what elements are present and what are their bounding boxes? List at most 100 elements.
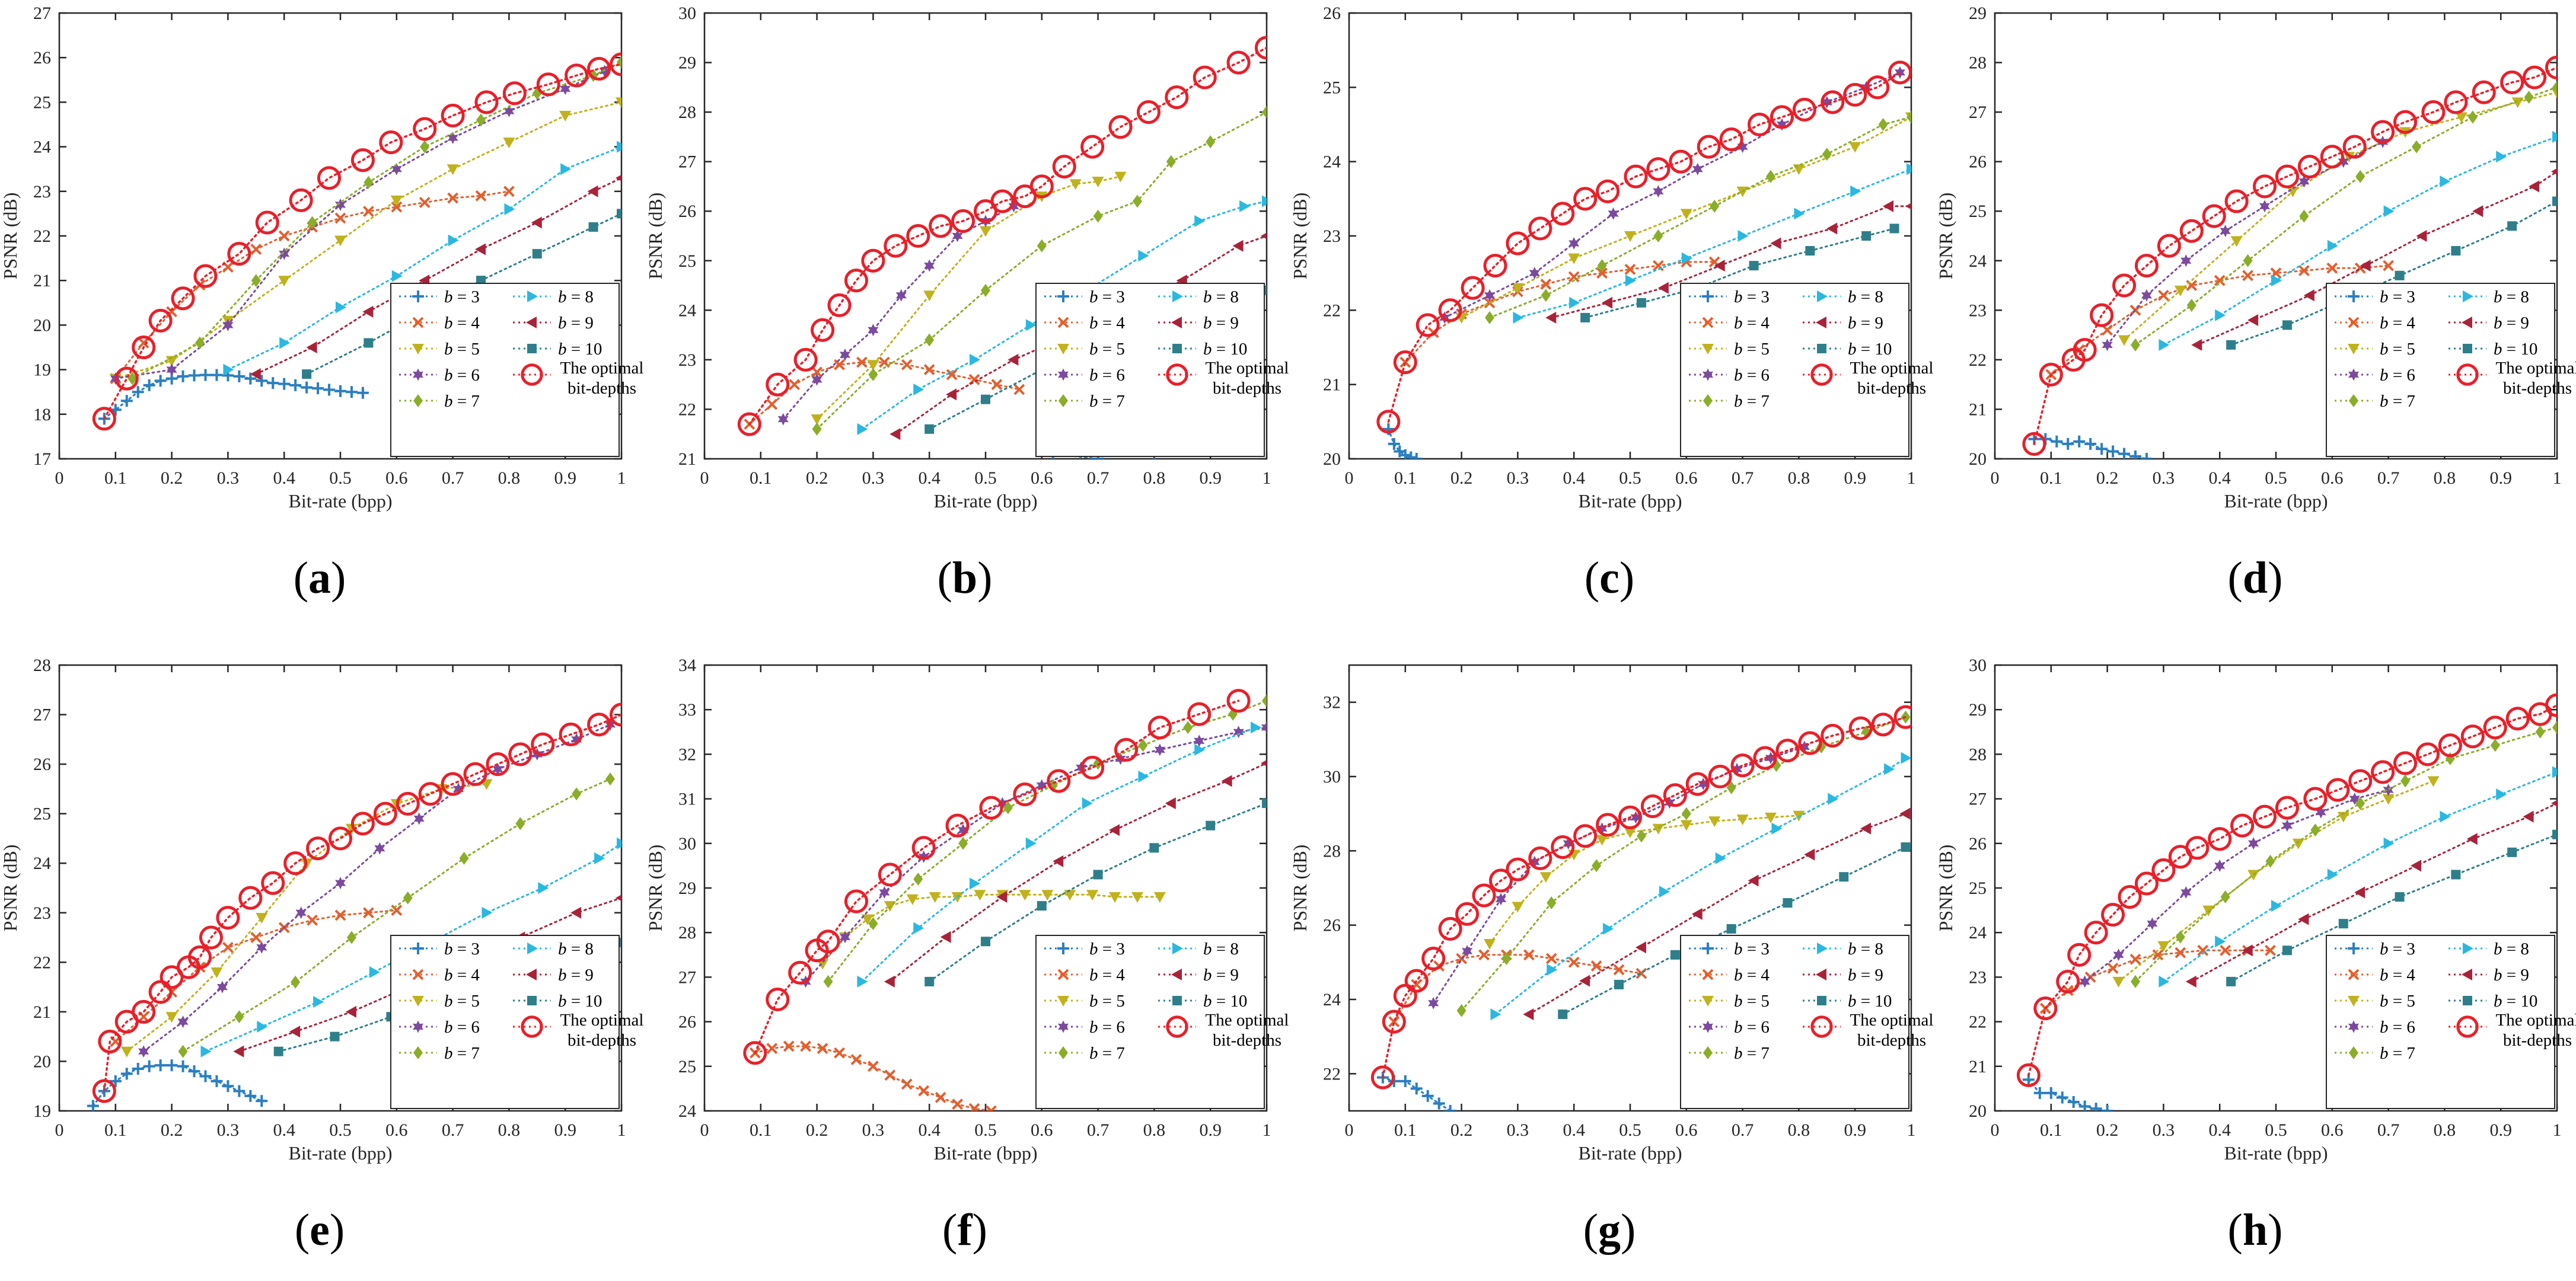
legend-entry-b10: b = 10 <box>1803 992 1892 1011</box>
legend-label-b4: b = 4 <box>444 966 480 985</box>
data-point-b8 <box>1138 250 1149 262</box>
series-line-b8 <box>860 726 1257 983</box>
y-tick-label: 19 <box>33 1101 51 1121</box>
data-point-b7 <box>2131 338 2140 352</box>
data-point-b9 <box>2298 913 2309 925</box>
data-point-b8 <box>913 922 924 934</box>
data-point-b4 <box>1568 956 1580 968</box>
legend-marker-b8 <box>1817 290 1828 302</box>
series-b9 <box>250 174 621 381</box>
data-point-b5 <box>2118 335 2131 346</box>
panel-label: (g) <box>1583 1205 1636 1255</box>
y-tick-label: 22 <box>1969 350 1987 370</box>
data-point-b7 <box>403 891 413 905</box>
data-point-b4 <box>250 244 262 255</box>
data-point-b8 <box>2383 205 2395 218</box>
data-point-opt <box>929 214 953 238</box>
data-point-b8 <box>1771 822 1783 835</box>
x-tick-label: 0.8 <box>1143 468 1166 488</box>
legend-marker-b3 <box>2348 290 2360 302</box>
data-point-opt <box>171 286 195 311</box>
data-point-b4 <box>1596 267 1608 279</box>
legend-label-b5: b = 5 <box>1089 992 1125 1011</box>
legend-marker-b9 <box>1171 969 1182 980</box>
data-point-b7 <box>1262 694 1267 708</box>
data-point-opt <box>1226 50 1251 75</box>
y-tick-label: 32 <box>1323 693 1341 713</box>
data-point-b6 <box>1008 200 1019 213</box>
data-point-opt <box>1438 298 1462 322</box>
data-point-opt <box>283 851 308 876</box>
data-point-b6 <box>2315 806 2326 819</box>
series-opt <box>743 689 1251 1065</box>
legend-label-opt: The optimal <box>1206 359 1289 378</box>
data-point-opt <box>379 130 403 155</box>
data-point-opt <box>1730 753 1755 778</box>
data-point-b8 <box>857 975 868 988</box>
data-point-b7 <box>2220 890 2230 904</box>
x-tick-label: 0.4 <box>918 1120 941 1140</box>
data-point-opt <box>2230 813 2255 838</box>
x-tick-label: 0.1 <box>104 1120 127 1140</box>
data-point-b6 <box>2141 289 2153 302</box>
legend-entry-b5: b = 5 <box>399 340 480 359</box>
series-b9 <box>1545 200 1911 324</box>
data-point-b6 <box>2338 155 2349 168</box>
data-point-b4 <box>1624 263 1636 275</box>
data-point-opt <box>350 148 375 172</box>
legend-entry-b3: b = 3 <box>399 287 480 306</box>
data-point-b3 <box>289 379 302 391</box>
data-point-opt <box>2056 969 2080 994</box>
legend-entry-b4: b = 4 <box>1044 314 1125 333</box>
data-point-b4 <box>2129 953 2141 965</box>
legend-marker-b7 <box>1703 1046 1713 1059</box>
legend-label-b5: b = 5 <box>444 992 480 1011</box>
data-point-opt <box>1775 739 1800 763</box>
y-tick-label: 21 <box>1969 1057 1987 1076</box>
data-point-opt <box>1821 724 1845 748</box>
x-tick-label: 0.7 <box>1087 1120 1110 1140</box>
data-point-b7 <box>1003 801 1013 814</box>
y-tick-label: 27 <box>33 4 51 23</box>
data-point-b8 <box>1794 207 1805 220</box>
data-point-b5 <box>1512 902 1524 913</box>
y-tick-label: 26 <box>33 48 51 68</box>
legend-label-b7: b = 7 <box>2380 392 2415 411</box>
legend-marker-b10 <box>527 996 537 1005</box>
data-point-opt <box>1370 1065 1395 1090</box>
data-point-b5 <box>811 414 823 426</box>
series-b3 <box>87 1059 268 1111</box>
y-tick-label: 23 <box>33 182 51 202</box>
data-point-b7 <box>572 787 582 801</box>
legend-entry-b6: b = 6 <box>1044 366 1125 385</box>
data-point-opt <box>811 318 835 342</box>
data-point-b6 <box>924 259 935 272</box>
legend-label-b9: b = 9 <box>1203 966 1239 985</box>
legend-label-opt-line2: bit-depths <box>2503 379 2572 398</box>
data-point-b7 <box>251 274 261 287</box>
x-tick-label: 1 <box>617 1120 626 1140</box>
data-point-opt <box>906 223 930 248</box>
data-point-b6 <box>256 941 267 954</box>
y-tick-label: 22 <box>1323 1064 1341 1084</box>
series-b5 <box>109 97 621 385</box>
legend-label-b9: b = 9 <box>1203 314 1239 333</box>
chart-panel-a: 0 0.1 0.2 0.3 0.4 0.5 0.6 0.7 0.8 0.9 1 17 18 19 20 21 2… <box>0 4 643 603</box>
data-point-b8 <box>1194 215 1206 227</box>
data-point-opt <box>1187 702 1212 726</box>
data-point-b6 <box>1630 811 1641 824</box>
data-point-b8 <box>279 337 291 349</box>
legend-marker-b4 <box>412 969 424 980</box>
data-point-opt <box>502 81 527 106</box>
panel-label: (a) <box>294 553 346 603</box>
y-tick-label: 26 <box>1969 834 1987 854</box>
data-point-opt <box>1888 60 1911 85</box>
y-axis-label: PSNR (dB) <box>0 193 21 280</box>
data-point-b7 <box>2299 209 2309 223</box>
data-point-b7 <box>1037 239 1047 253</box>
data-point-opt <box>2275 164 2300 189</box>
legend-entry-b10: b = 10 <box>1158 340 1247 359</box>
data-point-opt <box>2505 707 2530 731</box>
data-point-b7 <box>127 372 138 385</box>
data-point-b3 <box>109 1075 122 1087</box>
